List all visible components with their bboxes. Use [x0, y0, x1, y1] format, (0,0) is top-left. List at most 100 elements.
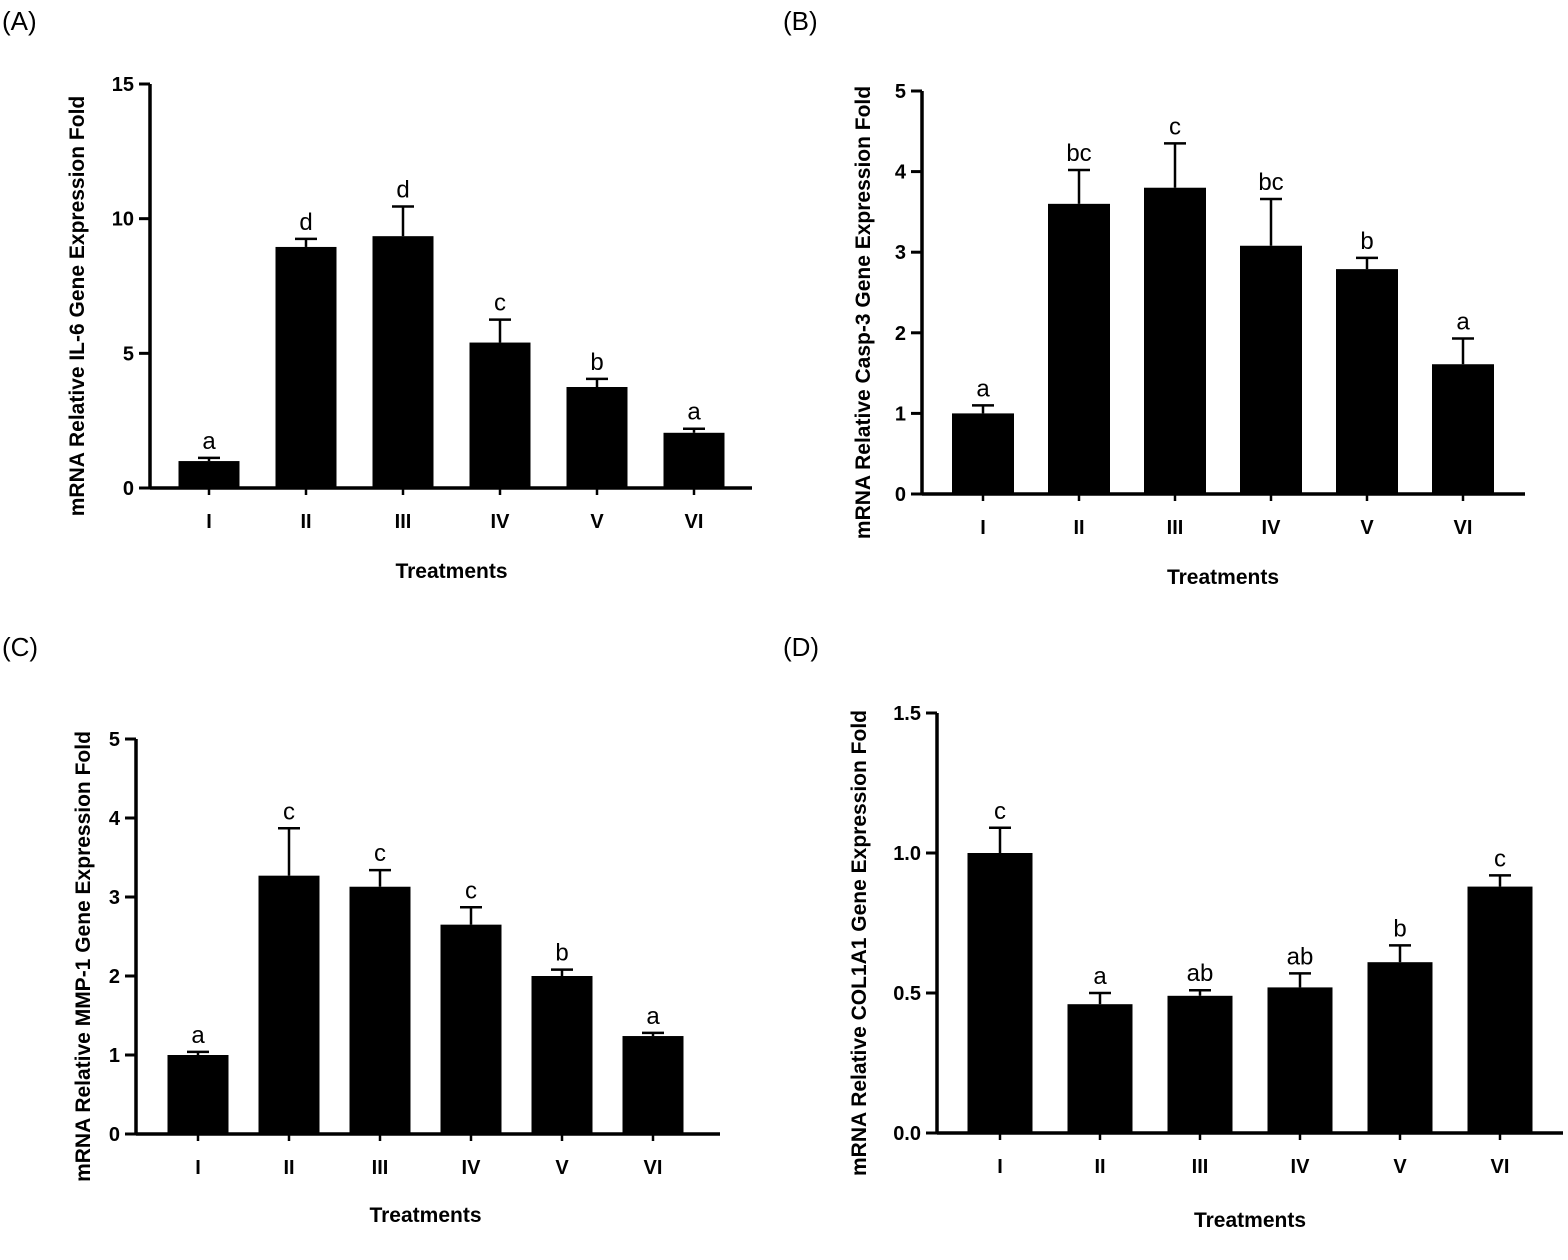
y-tick-label: 15: [112, 74, 134, 96]
category-label: II: [1073, 517, 1084, 539]
category-label: III: [395, 511, 412, 533]
chart-panel-b: (B) a Ibc II c III bc IV b Va VI 0 1 2 3 4 5 mRNA Relativ…: [783, 6, 1525, 589]
significance-label: b: [1360, 228, 1373, 255]
y-tick-label: 0.5: [893, 983, 921, 1005]
category-label: V: [1393, 1156, 1407, 1178]
chart-panel-a: (A) a Id II d III c IV b Va VI 0 5 10 15 mRNA Relative …: [2, 6, 752, 583]
y-axis-title: mRNA Relative IL-6 Gene Expression Fold: [66, 96, 89, 517]
bar: [349, 886, 411, 1134]
category-label: I: [980, 517, 986, 539]
y-tick-label: 0.0: [893, 1123, 921, 1145]
y-tick-label: 2: [109, 966, 120, 988]
significance-label: c: [283, 798, 295, 825]
bar: [663, 432, 725, 488]
bar: [440, 924, 502, 1134]
significance-label: b: [555, 940, 568, 967]
category-label: VI: [1491, 1156, 1510, 1178]
significance-label: a: [1456, 308, 1470, 335]
y-tick-label: 4: [109, 808, 121, 830]
bar: [1240, 245, 1302, 494]
y-axis-title: mRNA Relative COL1A1 Gene Expression Fol…: [848, 710, 871, 1176]
bar: [1048, 203, 1110, 494]
significance-label: c: [994, 798, 1006, 825]
y-tick-label: 3: [109, 887, 120, 909]
significance-label: a: [976, 375, 990, 402]
significance-label: ab: [1287, 943, 1314, 970]
category-label: I: [997, 1156, 1003, 1178]
significance-label: c: [1494, 845, 1506, 872]
significance-label: c: [465, 877, 477, 904]
bar: [1267, 987, 1333, 1133]
bar: [1067, 1004, 1133, 1133]
bar: [372, 236, 434, 488]
category-label: IV: [462, 1157, 482, 1179]
bar: [167, 1055, 229, 1134]
significance-label: ab: [1187, 960, 1214, 987]
panel-label: (C): [2, 632, 38, 662]
category-label: III: [1192, 1156, 1209, 1178]
category-label: VI: [644, 1157, 663, 1179]
chart-panel-d: (D) c Ia II ab III ab IV b Vc VI 0.0 0.5 1.0 1.5 mRNA R…: [783, 632, 1563, 1232]
bar: [566, 387, 628, 488]
chart-panel-c: (C) a Ic II c III c IV b Va VI 0 1 2 3 4 5 mRNA Relative …: [2, 632, 720, 1227]
x-axis-title: Treatments: [395, 560, 507, 583]
category-label: III: [1167, 517, 1184, 539]
bar: [1167, 995, 1233, 1133]
significance-label: c: [374, 840, 386, 867]
category-label: I: [206, 511, 212, 533]
significance-label: c: [494, 290, 506, 317]
bar: [469, 342, 531, 488]
y-tick-label: 1: [895, 403, 906, 425]
y-tick-label: 0: [895, 484, 906, 506]
y-tick-label: 1.0: [893, 843, 921, 865]
bar: [531, 976, 593, 1134]
significance-label: a: [646, 1003, 660, 1030]
panel-label: (B): [783, 6, 818, 36]
category-label: IV: [1291, 1156, 1311, 1178]
y-tick-label: 5: [895, 81, 906, 103]
category-label: V: [555, 1157, 569, 1179]
category-label: IV: [1262, 517, 1282, 539]
significance-label: bc: [1066, 140, 1091, 167]
bar: [622, 1036, 684, 1134]
bar: [1144, 187, 1206, 494]
bar: [967, 853, 1033, 1133]
y-tick-label: 3: [895, 242, 906, 264]
y-tick-label: 10: [112, 209, 134, 231]
significance-label: c: [1169, 113, 1181, 140]
significance-label: d: [396, 177, 409, 204]
y-tick-label: 0: [109, 1124, 120, 1146]
significance-label: bc: [1258, 169, 1283, 196]
panel-label: (A): [2, 6, 37, 36]
bar: [258, 875, 320, 1134]
y-tick-label: 4: [895, 162, 907, 184]
category-label: IV: [491, 511, 511, 533]
x-axis-title: Treatments: [369, 1204, 481, 1227]
category-label: III: [372, 1157, 389, 1179]
x-axis-title: Treatments: [1167, 566, 1279, 589]
significance-label: a: [202, 428, 216, 455]
category-label: I: [195, 1157, 201, 1179]
y-axis-title: mRNA Relative MMP-1 Gene Expression Fold: [72, 731, 95, 1182]
significance-label: d: [299, 209, 312, 236]
significance-label: a: [191, 1022, 205, 1049]
significance-label: b: [590, 349, 603, 376]
category-label: V: [590, 511, 604, 533]
category-label: II: [283, 1157, 294, 1179]
bar: [178, 461, 240, 488]
category-label: II: [300, 511, 311, 533]
significance-label: a: [687, 399, 701, 426]
bar: [952, 413, 1014, 494]
significance-label: b: [1393, 915, 1406, 942]
y-tick-label: 0: [123, 478, 134, 500]
y-tick-label: 1.5: [893, 703, 921, 725]
significance-label: a: [1093, 963, 1107, 990]
category-label: VI: [1454, 517, 1473, 539]
y-tick-label: 5: [123, 343, 134, 365]
y-tick-label: 5: [109, 729, 120, 751]
panel-label: (D): [783, 632, 819, 662]
bar: [1367, 962, 1433, 1133]
y-tick-label: 2: [895, 323, 906, 345]
category-label: VI: [685, 511, 704, 533]
